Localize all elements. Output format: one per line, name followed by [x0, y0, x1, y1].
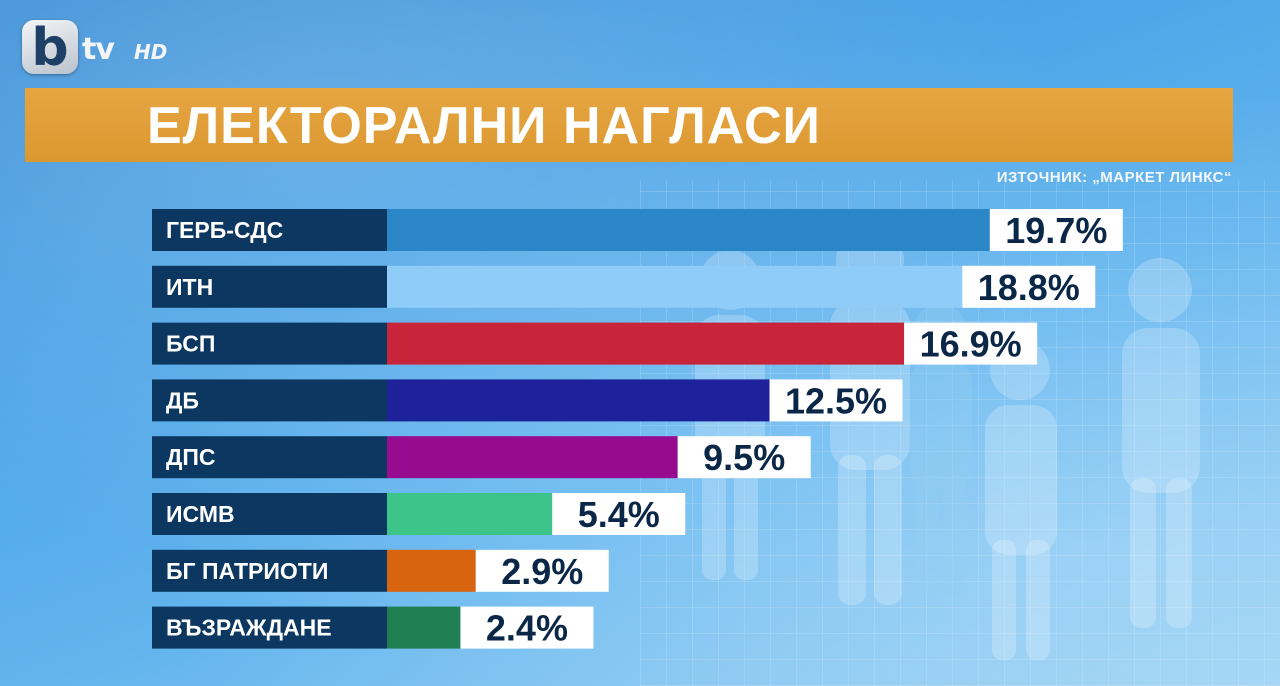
logo-suffix: HD	[134, 40, 168, 64]
category-label-box	[152, 493, 387, 535]
btv-hd-logo: b tv HD	[22, 18, 192, 78]
value-label-box	[989, 209, 1123, 251]
category-label-box	[152, 322, 387, 365]
value-label-box	[769, 379, 903, 422]
category-label-box	[152, 549, 387, 592]
value-label: 9.5%	[703, 437, 785, 478]
value-label-box	[475, 549, 609, 592]
category-label-box	[152, 606, 387, 649]
value-label: 19.7%	[1005, 210, 1107, 251]
category-label: БСП	[166, 331, 215, 357]
category-label: ВЪЗРАЖДАНЕ	[166, 615, 332, 641]
category-label-box	[152, 379, 387, 422]
category-label-box	[152, 265, 387, 308]
bar	[387, 493, 553, 535]
value-label-box	[677, 436, 811, 479]
category-label: ИТН	[166, 274, 213, 300]
bar	[387, 436, 678, 479]
value-label: 2.4%	[486, 608, 568, 649]
bar	[387, 209, 990, 251]
category-label: ГЕРБ-СДС	[166, 217, 283, 243]
value-label: 5.4%	[578, 494, 660, 535]
category-label: ИСМВ	[166, 501, 235, 527]
bar	[387, 265, 963, 308]
bar	[387, 322, 905, 365]
category-label: ДПС	[166, 444, 216, 470]
value-label: 12.5%	[785, 380, 887, 421]
category-label: ДБ	[166, 387, 199, 413]
bar	[387, 379, 770, 422]
value-label: 2.9%	[501, 551, 583, 592]
value-label: 16.9%	[920, 324, 1022, 365]
logo-mark-letter: b	[31, 18, 69, 78]
logo-mark: b	[22, 18, 78, 78]
category-label-box	[152, 436, 387, 479]
value-label-box	[962, 265, 1096, 308]
bar	[387, 606, 461, 649]
title-bar: ЕЛЕКТОРАЛНИ НАГЛАСИ	[25, 88, 1233, 162]
source-label: ИЗТОЧНИК: „МАРКЕТ ЛИНКС“	[996, 169, 1232, 186]
value-label-box	[904, 322, 1038, 365]
value-label: 18.8%	[978, 267, 1080, 308]
value-label-box	[552, 493, 686, 535]
logo-channel: tv	[82, 32, 115, 67]
value-label-box	[460, 606, 594, 649]
category-label: БГ ПАТРИОТИ	[166, 558, 328, 584]
category-label-box	[152, 209, 387, 251]
bar	[387, 549, 476, 592]
chart-title: ЕЛЕКТОРАЛНИ НАГЛАСИ	[147, 97, 821, 155]
background-grid	[640, 180, 1280, 686]
